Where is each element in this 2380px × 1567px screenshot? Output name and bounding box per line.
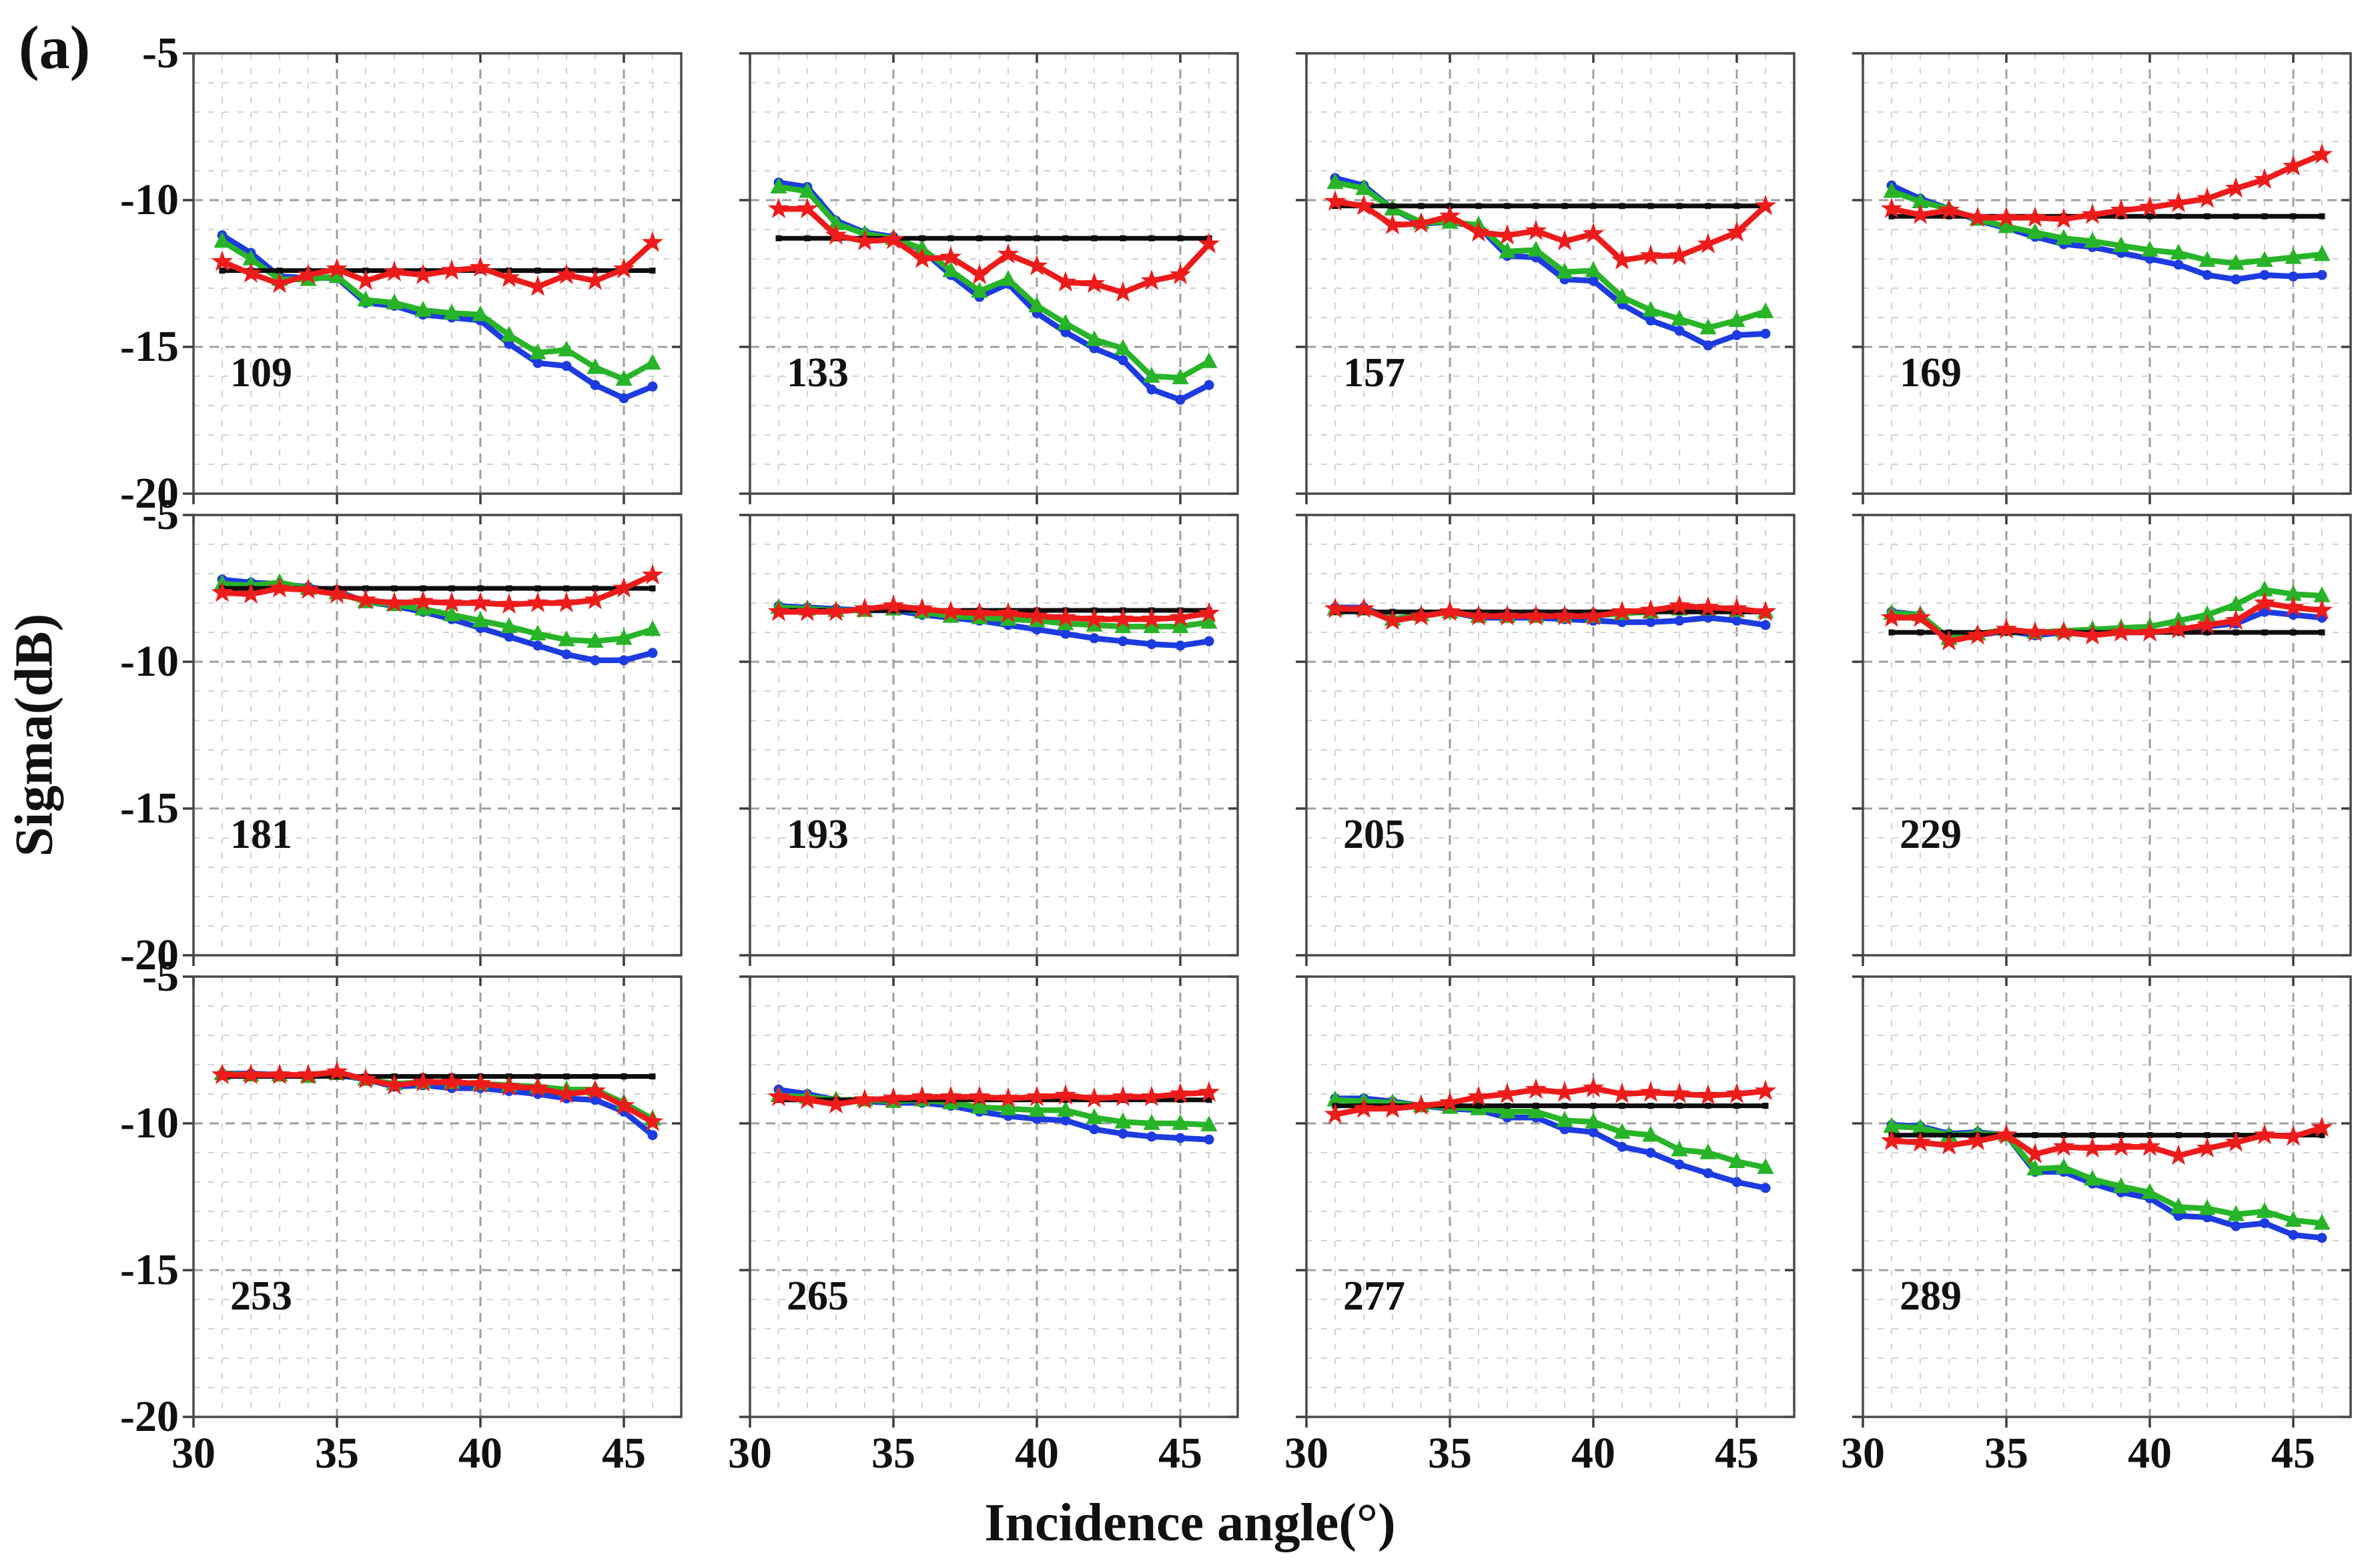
subplot-number: 181 bbox=[230, 812, 292, 857]
y-tick-label: -10 bbox=[120, 175, 179, 224]
subplot-panel-157: 157 bbox=[1296, 52, 1796, 504]
subplot-panel-193: 193 bbox=[739, 514, 1239, 966]
subplot-panel-253: 253 bbox=[183, 975, 683, 1428]
chart-canvas-169 bbox=[1852, 52, 2352, 504]
chart-canvas-229 bbox=[1852, 514, 2352, 966]
red-star-series bbox=[1324, 1077, 1777, 1124]
subplot-panel-109: 109 bbox=[183, 52, 683, 504]
red-star-series bbox=[211, 1061, 664, 1131]
chart-canvas-109 bbox=[183, 52, 683, 504]
subplot-number: 205 bbox=[1343, 812, 1405, 857]
x-tick-label: 35 bbox=[871, 1429, 915, 1478]
x-tick-label: 35 bbox=[315, 1429, 359, 1478]
y-tick-label: -5 bbox=[142, 29, 179, 77]
subplot-number: 169 bbox=[1900, 350, 1962, 396]
subplot-panel-229: 229 bbox=[1852, 514, 2352, 966]
green-triangle-series bbox=[770, 177, 1218, 384]
subplot-number: 253 bbox=[230, 1273, 292, 1319]
x-tick-label: 40 bbox=[458, 1429, 502, 1478]
subplot-panel-205: 205 bbox=[1296, 514, 1796, 966]
y-tick-label: -5 bbox=[142, 490, 179, 539]
subplot-panel-169: 169 bbox=[1852, 52, 2352, 504]
red-star-series bbox=[767, 594, 1220, 628]
x-tick-label: 45 bbox=[1715, 1429, 1759, 1478]
y-tick-label: -15 bbox=[120, 322, 179, 371]
x-tick-label: 40 bbox=[2128, 1429, 2172, 1478]
y-tick-label: -20 bbox=[120, 931, 179, 979]
subplot-number: 265 bbox=[787, 1273, 849, 1319]
subplot-panel-133: 133 bbox=[739, 52, 1239, 504]
subplot-number: 109 bbox=[230, 350, 292, 396]
red-star-series bbox=[1324, 594, 1777, 630]
y-tick-label: -15 bbox=[120, 784, 179, 833]
x-tick-label: 35 bbox=[1428, 1429, 1472, 1478]
x-tick-label: 45 bbox=[2271, 1429, 2315, 1478]
chart-canvas-289 bbox=[1852, 975, 2352, 1428]
chart-canvas-157 bbox=[1296, 52, 1796, 504]
subplot-number: 229 bbox=[1900, 812, 1962, 857]
blue-circle-series bbox=[1886, 180, 2327, 285]
x-tick-label: 30 bbox=[1284, 1429, 1328, 1478]
red-star-series bbox=[767, 1081, 1220, 1114]
subplot-number: 193 bbox=[787, 812, 849, 857]
x-tick-label: 45 bbox=[602, 1429, 646, 1478]
subplot-panel-277: 277 bbox=[1296, 975, 1796, 1428]
subplot-panel-289: 289 bbox=[1852, 975, 2352, 1428]
y-tick-label: -5 bbox=[142, 952, 179, 1001]
chart-canvas-277 bbox=[1296, 975, 1796, 1428]
red-star-series bbox=[211, 564, 664, 614]
x-tick-label: 30 bbox=[171, 1429, 216, 1478]
y-tick-label: -20 bbox=[120, 1392, 179, 1441]
subplot-panel-181: 181 bbox=[183, 514, 683, 966]
chart-canvas-181 bbox=[183, 514, 683, 966]
red-star-series bbox=[1880, 1116, 2333, 1165]
reference-line bbox=[1332, 203, 1769, 209]
y-tick-label: -20 bbox=[120, 469, 179, 518]
figure-label: (a) bbox=[19, 13, 91, 81]
x-tick-label: 40 bbox=[1015, 1429, 1059, 1478]
x-tick-label: 40 bbox=[1571, 1429, 1615, 1478]
green-triangle-series bbox=[1883, 181, 2331, 270]
red-star-series bbox=[211, 231, 664, 296]
y-tick-label: -15 bbox=[120, 1245, 179, 1294]
chart-canvas-253 bbox=[183, 975, 683, 1428]
red-star-series bbox=[1324, 190, 1777, 270]
subplot-panel-265: 265 bbox=[739, 975, 1239, 1428]
chart-canvas-193 bbox=[739, 514, 1239, 966]
y-tick-label: -10 bbox=[120, 1099, 179, 1147]
chart-canvas-265 bbox=[739, 975, 1239, 1428]
subplot-number: 133 bbox=[787, 350, 849, 396]
red-star-series bbox=[767, 197, 1220, 302]
subplot-number: 277 bbox=[1343, 1273, 1405, 1319]
chart-canvas-133 bbox=[739, 52, 1239, 504]
x-tick-label: 30 bbox=[728, 1429, 772, 1478]
green-triangle-series bbox=[1326, 173, 1774, 335]
red-star-series bbox=[1880, 592, 2333, 650]
x-axis-title: Incidence angle(°) bbox=[984, 1494, 1396, 1552]
y-tick-label: -10 bbox=[120, 637, 179, 686]
subplot-number: 289 bbox=[1900, 1273, 1962, 1319]
subplot-number: 157 bbox=[1343, 350, 1405, 396]
red-star-series bbox=[1880, 143, 2333, 229]
chart-canvas-205 bbox=[1296, 514, 1796, 966]
x-tick-label: 45 bbox=[1158, 1429, 1202, 1478]
x-tick-label: 35 bbox=[1984, 1429, 2028, 1478]
x-tick-label: 30 bbox=[1841, 1429, 1885, 1478]
